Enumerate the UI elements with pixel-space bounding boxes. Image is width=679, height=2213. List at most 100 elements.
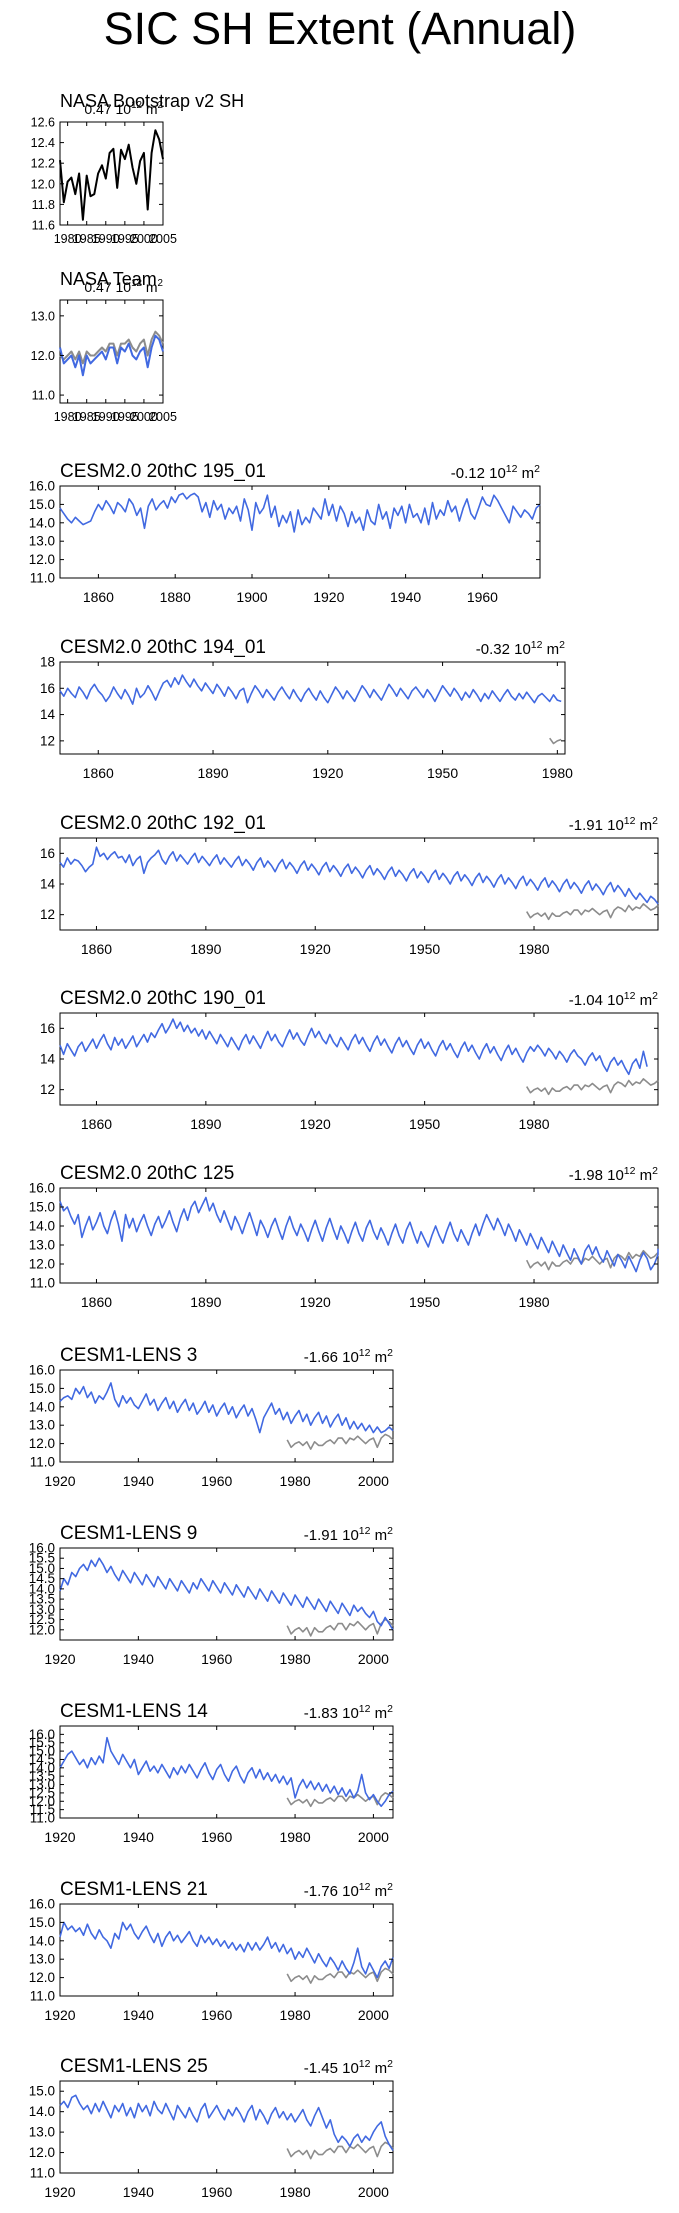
chart-title: NASA Team	[60, 269, 157, 289]
x-tick-label: 1920	[44, 1829, 75, 1845]
x-tick-label: 1860	[81, 1116, 112, 1132]
y-tick-label: 13.0	[29, 534, 55, 549]
chart-title: CESM2.0 20thC 194_01	[60, 637, 266, 658]
trend-label: -1.91 1012 m2	[569, 815, 658, 834]
y-tick-label: 16.0	[29, 1541, 55, 1556]
y-tick-label: 14.0	[29, 1760, 55, 1775]
y-tick-label: 15.0	[29, 1561, 55, 1576]
page-title: SIC SH Extent (Annual)	[104, 3, 577, 54]
chart-panel-11: 11.0 12.0 13.0 14.0 15.0 16.0 1920 1940 1960 1980…	[29, 1879, 394, 2023]
y-tick-label: 12.5	[29, 1612, 55, 1627]
x-tick-label: 2000	[358, 1829, 389, 1845]
y-tick-label: 15.0	[29, 1744, 55, 1759]
plot-frame	[59, 1725, 394, 1819]
series-line-cesm1	[59, 1921, 394, 1979]
series-line-nasa-bootstrap	[286, 1618, 394, 1637]
x-tick-label: 1980	[279, 2007, 310, 2023]
x-tick-label: 1940	[123, 1829, 154, 1845]
y-tick-label: 12.0	[29, 2145, 55, 2160]
plot-frame	[59, 121, 164, 226]
plot-frame	[59, 1369, 394, 1463]
y-tick-label: 12	[40, 1082, 55, 1097]
series-line-nasa-bootstrap	[526, 1078, 659, 1096]
x-tick-label: 1860	[83, 589, 114, 605]
plot-frame	[59, 2080, 394, 2174]
x-tick-label: 1980	[279, 1651, 310, 1667]
x-tick-label: 1940	[123, 2184, 154, 2200]
x-tick-label: 1960	[201, 2184, 232, 2200]
y-tick-label: 12.4	[31, 136, 55, 150]
trend-label: -1.98 1012 m2	[569, 1165, 658, 1184]
series-line-cesm1	[59, 1557, 394, 1631]
x-tick-label: 2000	[358, 1651, 389, 1667]
y-tick-label: 12	[40, 733, 55, 748]
x-tick-label: 1880	[160, 589, 191, 605]
chart-title: CESM2.0 20thC 195_01	[60, 461, 266, 482]
trend-label: -0.12 1012 m2	[451, 463, 540, 482]
chart-title: CESM1-LENS 9	[60, 1523, 197, 1544]
y-tick-label: 12.0	[29, 1622, 55, 1637]
y-tick-label: 16.0	[29, 479, 55, 494]
x-tick-label: 1860	[81, 941, 112, 957]
y-tick-label: 13.0	[29, 1238, 55, 1253]
x-tick-label: 1920	[300, 1294, 331, 1310]
x-tick-label: 1980	[279, 1473, 310, 1489]
x-tick-label: 2005	[149, 410, 177, 424]
y-tick-label: 11.0	[30, 1276, 55, 1291]
trend-label: 0.47 1012 m2	[84, 278, 163, 295]
y-tick-label: 11.8	[32, 198, 55, 212]
series-line-cesm2-0	[59, 846, 659, 905]
chart-panel-8: 11.0 12.0 13.0 14.0 15.0 16.0 1920 1940 1960 1980…	[29, 1345, 394, 1489]
y-tick-label: 16.0	[29, 1897, 55, 1912]
x-tick-label: 2000	[130, 232, 158, 246]
x-tick-label: 1890	[190, 1294, 221, 1310]
y-tick-label: 14	[40, 1052, 56, 1067]
y-tick-label: 16	[40, 846, 55, 861]
series-line-nasa-team	[59, 334, 164, 377]
x-tick-label: 2005	[149, 232, 177, 246]
plot-frame	[59, 661, 566, 755]
y-tick-label: 14.0	[29, 1219, 55, 1234]
chart-panel-9: 12.012.513.013.514.014.515.015.516.0 1920…	[29, 1523, 394, 1667]
y-tick-label: 12.0	[29, 1436, 55, 1451]
y-tick-label: 15.5	[29, 1551, 55, 1566]
y-tick-label: 14.0	[29, 2104, 55, 2119]
chart-panel-5: 12 14 16 1860 1890 1920 1950 1980 -1.91 1012 m2 C…	[40, 813, 659, 957]
x-tick-label: 1860	[81, 1294, 112, 1310]
y-tick-label: 14.0	[29, 1933, 55, 1948]
x-tick-label: 1940	[123, 2007, 154, 2023]
y-tick-label: 11.0	[30, 1455, 55, 1470]
y-tick-label: 13.5	[29, 1769, 55, 1784]
y-tick-label: 12.2	[31, 157, 55, 171]
x-tick-label: 1980	[279, 2184, 310, 2200]
y-tick-label: 15.0	[29, 1381, 55, 1396]
chart-panel-12: 11.0 12.0 13.0 14.0 15.0 1920 1940 1960 1980 2000…	[29, 2056, 394, 2200]
x-tick-label: 1960	[201, 1829, 232, 1845]
y-tick-label: 15.0	[29, 1915, 55, 1930]
y-tick-label: 13.0	[29, 1777, 55, 1792]
y-tick-label: 14	[40, 707, 56, 722]
x-tick-label: 1940	[123, 1651, 154, 1667]
x-tick-label: 1960	[201, 1651, 232, 1667]
series-line-nasa-bootstrap	[286, 1792, 394, 1808]
x-tick-label: 1980	[279, 1829, 310, 1845]
series-line-nasa-bootstrap	[286, 1433, 394, 1450]
y-tick-label: 12.0	[31, 177, 55, 191]
y-tick-label: 12.0	[29, 1970, 55, 1985]
trend-label: -1.66 1012 m2	[304, 1347, 393, 1366]
trend-label: -1.45 1012 m2	[304, 2058, 393, 2077]
y-tick-label: 13.0	[29, 2125, 55, 2140]
y-tick-label: 15.0	[29, 2084, 55, 2099]
y-tick-label: 12	[40, 907, 55, 922]
series-line-cesm2-0	[59, 1196, 659, 1273]
y-tick-label: 16.0	[29, 1727, 55, 1742]
chart-title: CESM1-LENS 3	[60, 1345, 197, 1366]
series-line-nasa-bootstrap	[286, 2141, 394, 2160]
x-tick-label: 1950	[427, 765, 458, 781]
x-tick-label: 1920	[44, 2184, 75, 2200]
x-tick-label: 1890	[190, 1116, 221, 1132]
y-tick-label: 12.6	[31, 116, 55, 130]
series-line-cesm2-0	[59, 1018, 648, 1076]
chart-panel-10: 11.011.512.012.513.013.514.014.515.015.5…	[29, 1701, 394, 1845]
